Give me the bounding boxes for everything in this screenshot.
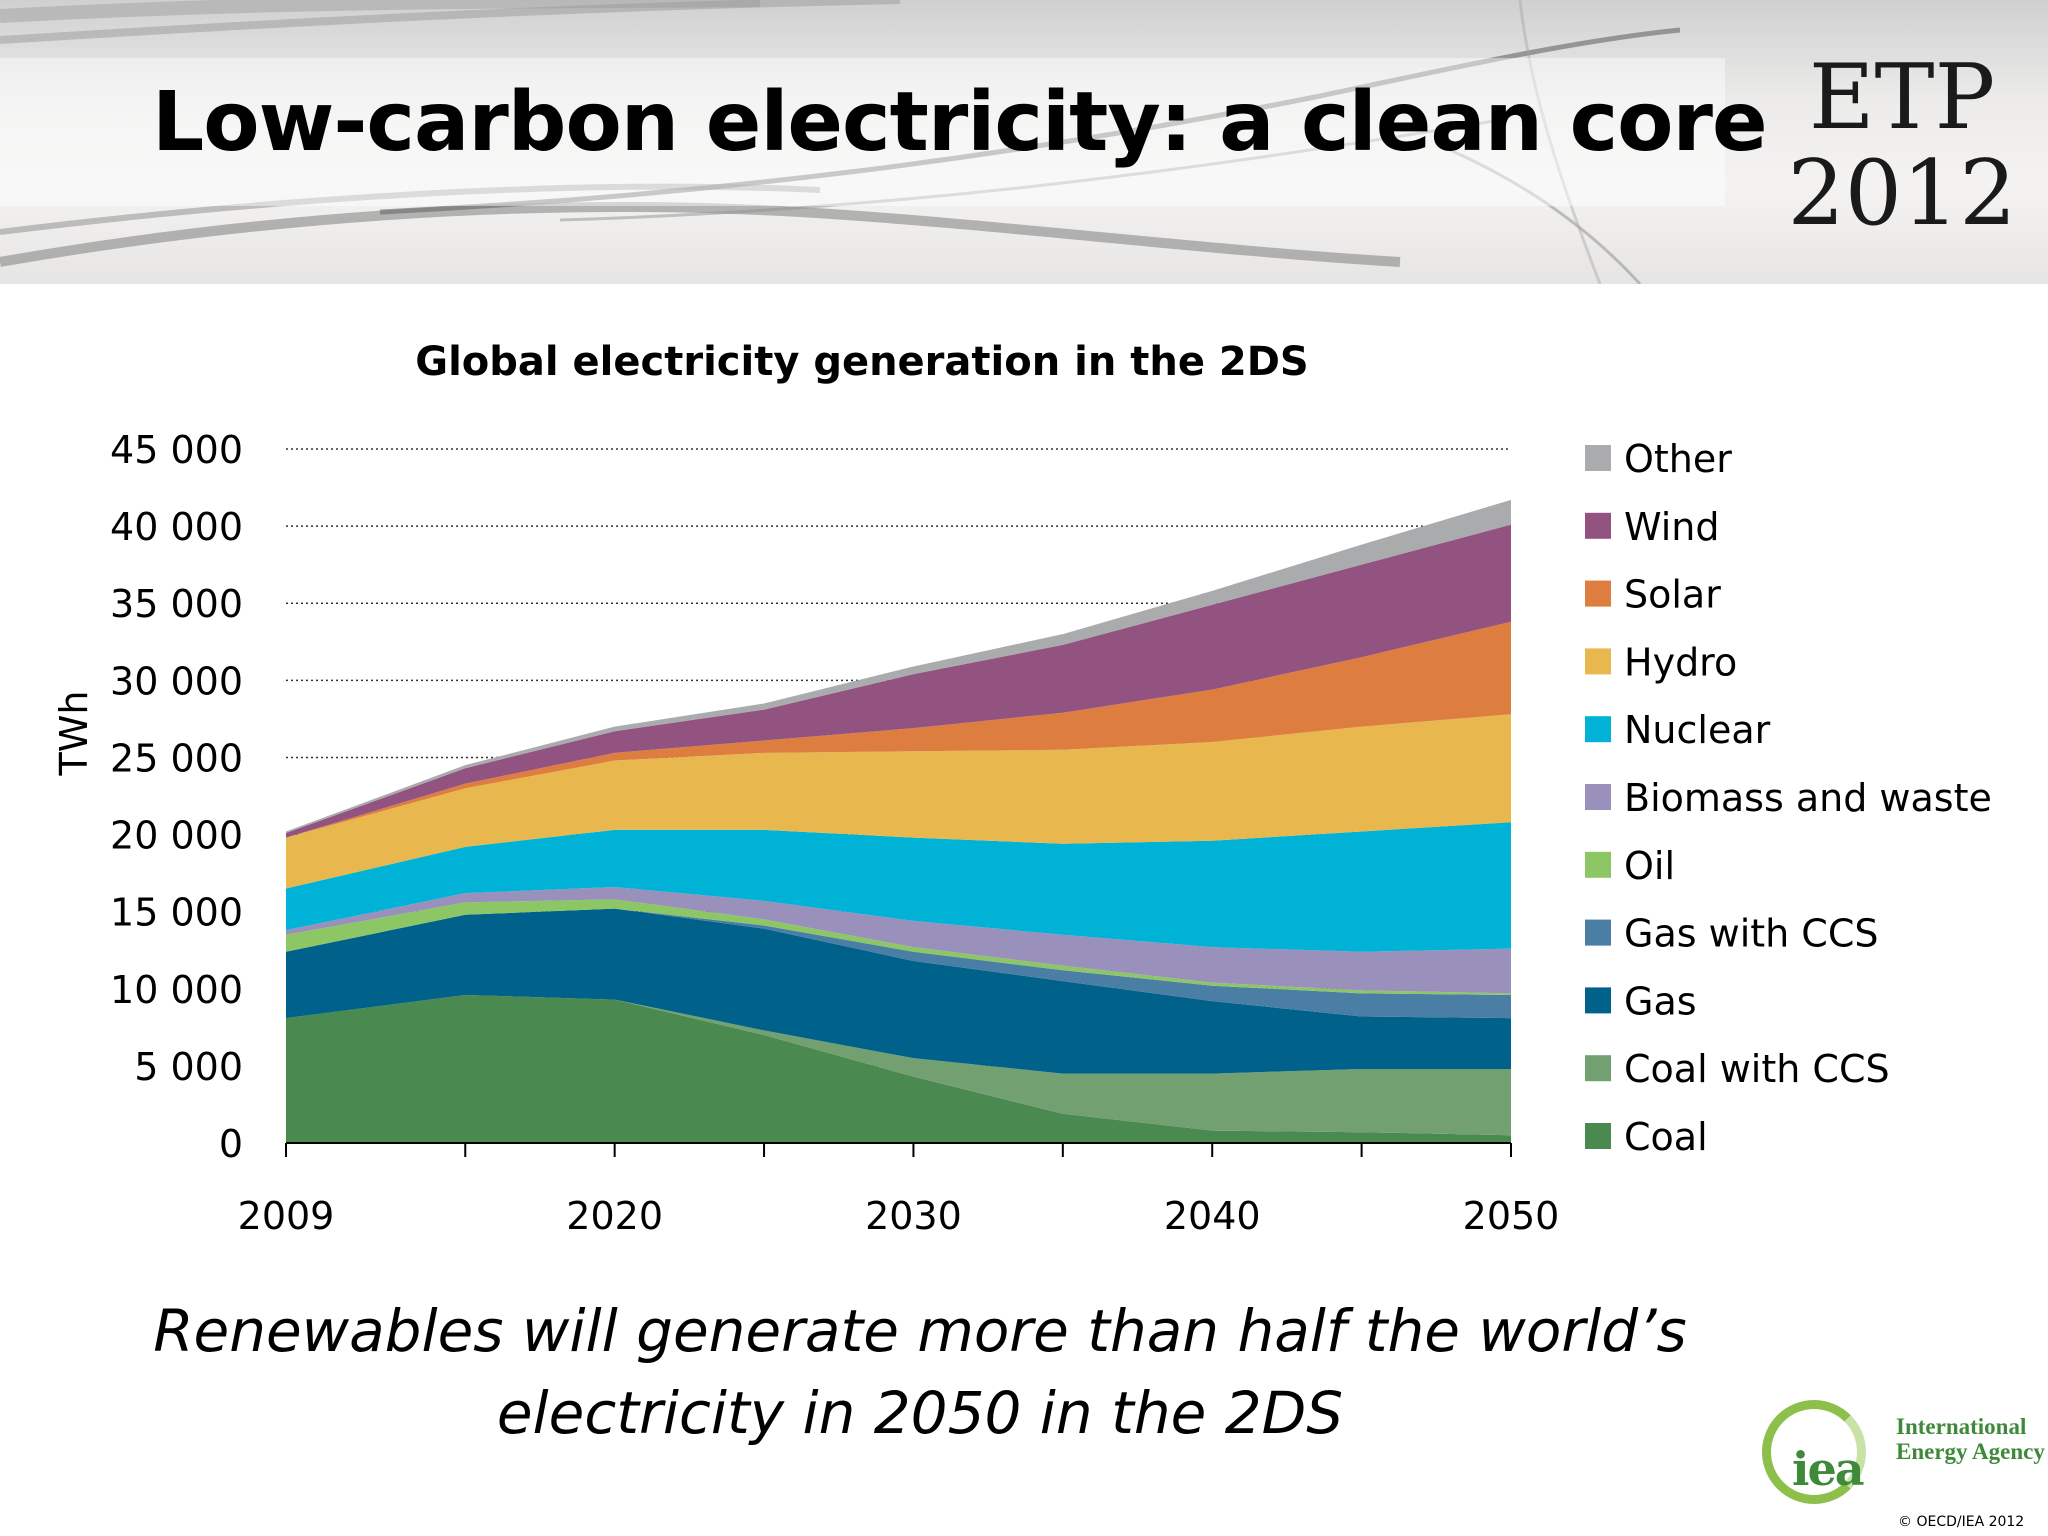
legend-item-biomass-and-waste: Biomass and waste xyxy=(1585,776,1992,820)
legend-item-nuclear: Nuclear xyxy=(1585,708,1771,752)
legend-item-wind: Wind xyxy=(1585,505,1720,549)
y-tick-label: 45 000 xyxy=(110,428,243,472)
legend-item-gas: Gas xyxy=(1585,979,1697,1023)
legend-swatch xyxy=(1585,1123,1611,1149)
area-solar xyxy=(286,621,1511,838)
legend-label: Nuclear xyxy=(1624,708,1771,752)
y-tick-label: 10 000 xyxy=(110,968,243,1012)
chart-title: Global electricity generation in the 2DS xyxy=(415,339,1308,385)
y-tick-label: 25 000 xyxy=(110,736,243,780)
legend-swatch xyxy=(1585,851,1611,878)
legend-item-oil: Oil xyxy=(1585,844,1675,888)
title-banner: Low-carbon electricity: a clean core ETP… xyxy=(0,0,2048,284)
legend-swatch xyxy=(1585,987,1611,1014)
chart-legend: Other Wind Solar Hydro Nuclear Biomass and wa… xyxy=(1585,437,1992,1159)
y-tick-label: 5 000 xyxy=(134,1045,243,1089)
legend-item-solar: Solar xyxy=(1585,573,1721,617)
iea-name-line2: Energy Agency xyxy=(1896,1439,2045,1464)
legend-label: Wind xyxy=(1624,505,1720,549)
legend-label: Hydro xyxy=(1624,640,1737,684)
slide-subtitle: Renewables will generate more than half … xyxy=(120,1290,1720,1454)
x-tick-label: 2040 xyxy=(1164,1194,1261,1238)
legend-item-hydro: Hydro xyxy=(1585,640,1737,684)
etp-logo: ETP 2012 xyxy=(1782,50,2022,242)
legend-item-other: Other xyxy=(1585,437,1732,481)
copyright-notice: © OECD/IEA 2012 xyxy=(1898,1514,2025,1530)
area-coal xyxy=(286,994,1511,1143)
y-axis-label: TWh xyxy=(52,691,96,777)
legend-swatch xyxy=(1585,512,1611,539)
x-tick-label: 2030 xyxy=(865,1194,962,1238)
banner-swoosh-decoration xyxy=(0,0,1681,284)
legend-swatch xyxy=(1585,919,1611,946)
legend-swatch xyxy=(1585,445,1611,471)
legend-label: Oil xyxy=(1624,844,1675,888)
legend-swatch xyxy=(1585,1055,1611,1082)
area-hydro xyxy=(286,714,1511,889)
etp-logo-line2: 2012 xyxy=(1787,141,2017,246)
x-tick-label: 2009 xyxy=(238,1194,335,1238)
slide-title: Low-carbon electricity: a clean core xyxy=(152,75,1768,170)
area-biomass-and-waste xyxy=(286,886,1511,994)
legend-item-coal: Coal xyxy=(1585,1115,1708,1159)
etp-logo-line1: ETP xyxy=(1808,45,1996,150)
legend-label: Solar xyxy=(1624,573,1721,617)
y-axis: 0 5 000 10 000 15 000 20 000 25 000 30 000 35 0… xyxy=(110,428,243,1166)
legend-item-coal-with-ccs: Coal with CCS xyxy=(1585,1047,1890,1091)
legend-label: Gas with CCS xyxy=(1624,912,1879,956)
legend-label: Other xyxy=(1624,437,1732,481)
x-tick-label: 2050 xyxy=(1463,1194,1560,1238)
area-gas-with-ccs xyxy=(286,908,1511,1019)
x-tick-label: 2020 xyxy=(566,1194,663,1238)
area-gas xyxy=(286,908,1511,1074)
iea-logo-abbr: iea xyxy=(1792,1442,1865,1496)
legend-swatch xyxy=(1585,784,1611,810)
iea-logo: iea International Energy Agency xyxy=(1756,1396,2046,1524)
subtitle-line1: Renewables will generate more than half … xyxy=(153,1297,1687,1365)
legend-label: Gas xyxy=(1624,979,1697,1023)
title-band xyxy=(0,58,1725,206)
area-nuclear xyxy=(286,822,1511,952)
area-wind xyxy=(286,524,1511,838)
legend-label: Coal with CCS xyxy=(1624,1047,1890,1091)
x-axis: 2009 2020 2030 2040 2050 xyxy=(238,1142,1560,1238)
stacked-areas xyxy=(286,499,1511,1143)
iea-logo-name: International Energy Agency xyxy=(1896,1414,2045,1464)
y-tick-label: 0 xyxy=(219,1122,243,1166)
legend-swatch xyxy=(1585,648,1611,675)
legend-swatch xyxy=(1585,580,1611,607)
legend-label: Coal xyxy=(1624,1115,1708,1159)
y-tick-label: 35 000 xyxy=(110,582,243,626)
area-oil xyxy=(286,899,1511,995)
y-tick-label: 40 000 xyxy=(110,505,243,549)
y-tick-label: 20 000 xyxy=(110,814,243,858)
subtitle-line2: electricity in 2050 in the 2DS xyxy=(496,1379,1344,1447)
electricity-generation-chart: Global electricity generation in the 2DS… xyxy=(52,339,1992,1238)
area-coal-with-ccs xyxy=(286,994,1511,1136)
legend-item-gas-with-ccs: Gas with CCS xyxy=(1585,912,1879,956)
y-tick-label: 15 000 xyxy=(110,891,243,935)
legend-label: Biomass and waste xyxy=(1624,776,1992,820)
y-tick-label: 30 000 xyxy=(110,659,243,703)
iea-logo-ring xyxy=(1762,1400,1866,1504)
legend-swatch xyxy=(1585,716,1611,743)
iea-name-line1: International xyxy=(1896,1414,2027,1439)
